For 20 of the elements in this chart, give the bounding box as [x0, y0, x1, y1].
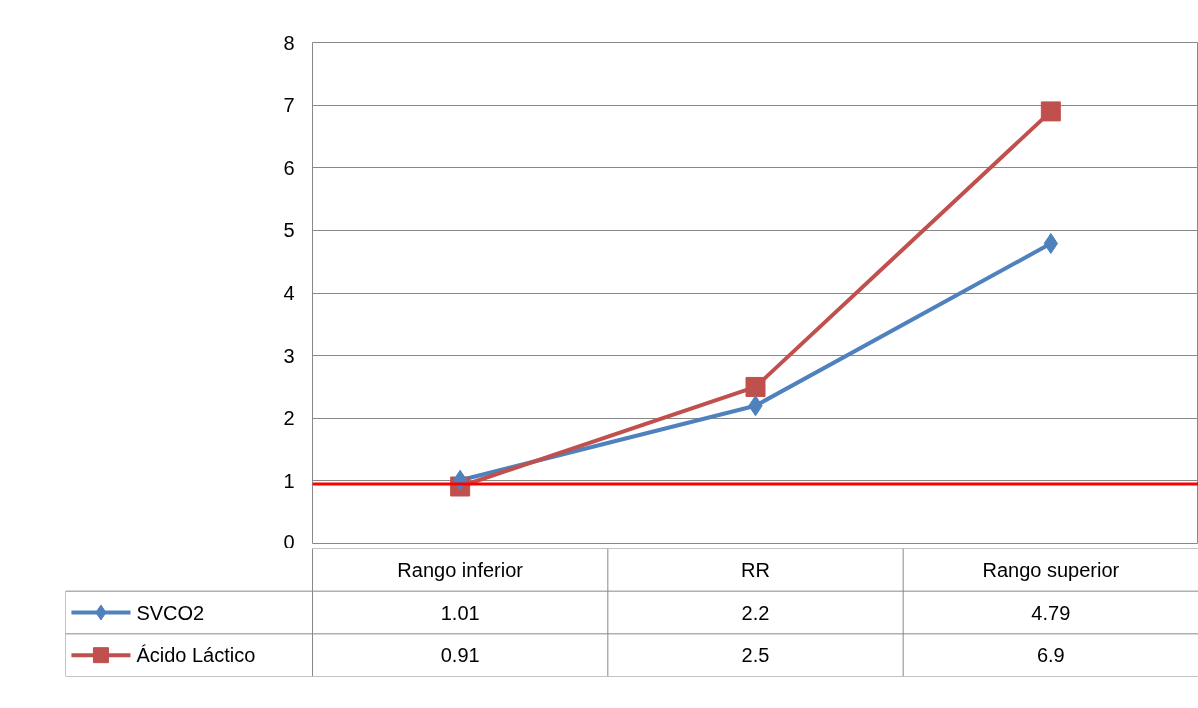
- x-tick-label: RR: [741, 558, 770, 581]
- y-tick-label: 2: [283, 407, 295, 430]
- y-tick-label: 7: [283, 94, 295, 117]
- y-tick-label: 3: [283, 344, 295, 367]
- legend-label: Ácido Láctico: [136, 644, 256, 667]
- data-label: 4.79: [1031, 601, 1071, 624]
- x-tick-label: Rango superior: [982, 558, 1120, 581]
- y-tick-label: 8: [283, 31, 295, 54]
- data-label: 2.2: [741, 601, 770, 624]
- y-tick-label: 6: [283, 156, 295, 179]
- legend-label: SVCO2: [136, 601, 205, 624]
- data-label: 0.91: [440, 644, 480, 667]
- x-tick-label: Rango inferior: [397, 558, 524, 581]
- y-tick-label: 1: [283, 469, 295, 492]
- y-tick-label: 5: [283, 219, 295, 242]
- data-label: 2.5: [741, 644, 770, 667]
- data-label: 1.01: [440, 601, 480, 624]
- y-tick-label: 4: [283, 282, 295, 304]
- y-tick-label: 0: [283, 530, 295, 553]
- data-label: 6.9: [1036, 644, 1065, 667]
